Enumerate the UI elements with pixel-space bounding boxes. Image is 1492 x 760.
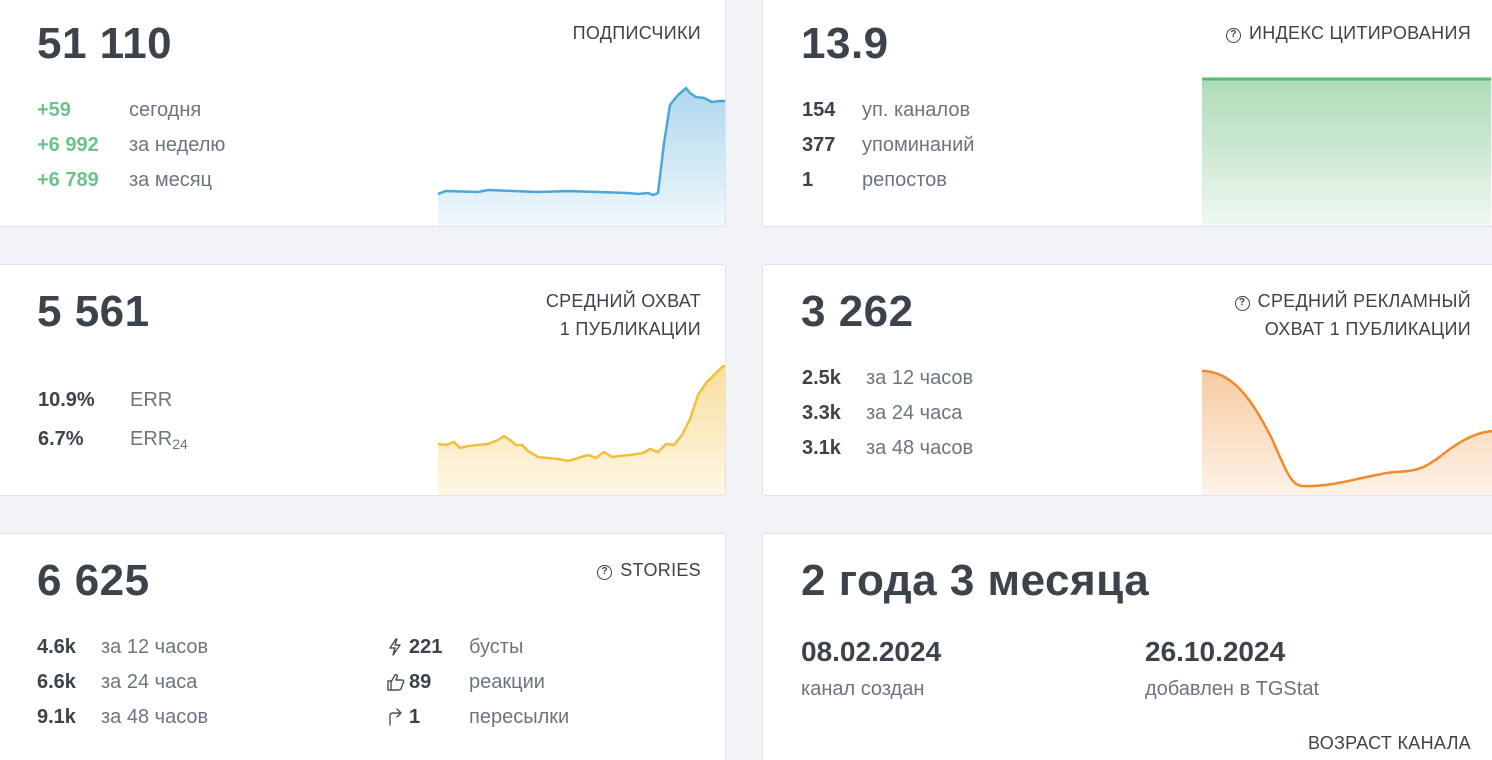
citation-mentions-row: 377 упоминаний	[802, 128, 974, 163]
ad-reach-label: ? СРЕДНИЙ РЕКЛАМНЫЙ ОХВАТ 1 ПУБЛИКАЦИИ	[1234, 287, 1471, 343]
err-row: 10.9% ERR	[38, 383, 172, 418]
stories-24h-row: 6.6k за 24 часа	[37, 665, 197, 700]
citation-channels-value: 154	[802, 99, 836, 121]
thumbs-up-icon	[387, 668, 409, 703]
ad-reach-label-line1: СРЕДНИЙ РЕКЛАМНЫЙ	[1257, 291, 1471, 311]
err24-subscript: 24	[172, 436, 188, 452]
help-icon[interactable]: ?	[1226, 28, 1242, 43]
channel-age-card[interactable]: 2 года 3 месяца 08.02.2024 канал создан …	[762, 533, 1492, 760]
average-reach-label-line2: 1 ПУБЛИКАЦИИ	[559, 319, 701, 339]
subscribers-week-text: за неделю	[129, 134, 226, 156]
citation-sparkline-area	[1202, 79, 1491, 226]
ad-reach-48h-text: за 48 часов	[866, 437, 974, 459]
tgstat-added-date: 26.10.2024	[1145, 636, 1286, 667]
stories-value: 6 625	[37, 556, 150, 605]
average-reach-sparkline-area	[438, 365, 725, 495]
channel-age-label: ВОЗРАСТ КАНАЛА	[1307, 733, 1471, 753]
ad-reach-label-line2: ОХВАТ 1 ПУБЛИКАЦИИ	[1264, 319, 1471, 339]
stories-48h-value: 9.1k	[37, 706, 76, 728]
subscribers-count: 51 110	[37, 19, 173, 68]
stories-boosts-value: 221	[409, 636, 443, 658]
stories-forwards-value: 1	[409, 706, 421, 728]
stories-48h-row: 9.1k за 48 часов	[37, 700, 208, 735]
citation-reposts-value: 1	[802, 169, 814, 191]
citation-mentions-value: 377	[802, 134, 836, 156]
ad-reach-sparkline-line	[1202, 369, 1492, 488]
stories-label-text: STORIES	[620, 560, 701, 580]
citation-channels-text: уп. каналов	[862, 99, 971, 121]
subscribers-month-row: +6 789 за месяц	[37, 163, 212, 198]
ad-reach-value: 3 262	[801, 287, 914, 336]
channel-age-value: 2 года 3 месяца	[801, 556, 1150, 605]
subscribers-sparkline	[438, 86, 725, 226]
ad-reach-12h-row: 2.5k за 12 часов	[802, 361, 973, 396]
ad-reach-24h-row: 3.3k за 24 часа	[802, 396, 962, 431]
stories-forwards-text: пересылки	[469, 706, 570, 728]
subscribers-sparkline-line	[438, 86, 725, 197]
stories-12h-value: 4.6k	[37, 636, 76, 658]
citation-channels-row: 154 уп. каналов	[802, 93, 970, 128]
stories-reactions-text: реакции	[469, 671, 545, 693]
average-reach-card[interactable]: 5 561 СРЕДНИЙ ОХВАТ 1 ПУБЛИКАЦИИ 10.9% ER…	[0, 264, 726, 496]
subscribers-sparkline-area	[438, 88, 725, 226]
subscribers-month-value: +6 789	[37, 169, 99, 191]
stories-card[interactable]: 6 625 ? STORIES 4.6k за 12 часов 6.6k за 24…	[0, 533, 726, 760]
err-value: 10.9%	[38, 389, 95, 411]
subscribers-card[interactable]: 51 110 ПОДПИСЧИКИ +59 сегодня +6 992 за не…	[0, 0, 726, 227]
subscribers-week-value: +6 992	[37, 134, 99, 156]
stories-forwards-row: 1 пересылки	[387, 700, 569, 735]
stories-reactions-value: 89	[409, 671, 432, 693]
subscribers-label: ПОДПИСЧИКИ	[572, 23, 701, 43]
forward-arrow-icon	[387, 703, 409, 738]
ad-reach-48h-row: 3.1k за 48 часов	[802, 431, 973, 466]
subscribers-today-value: +59	[37, 99, 71, 121]
stories-boosts-row: 221 бусты	[387, 630, 523, 665]
citation-mentions-text: упоминаний	[862, 134, 975, 156]
tgstat-added-label: добавлен в TGStat	[1145, 678, 1320, 700]
average-reach-label-line1: СРЕДНИЙ ОХВАТ	[545, 291, 701, 311]
ad-reach-card[interactable]: 3 262 ? СРЕДНИЙ РЕКЛАМНЫЙ ОХВАТ 1 ПУБЛИКА…	[762, 264, 1492, 496]
subscribers-today-row: +59 сегодня	[37, 93, 201, 128]
subscribers-today-text: сегодня	[129, 99, 202, 121]
citation-sparkline	[1202, 77, 1491, 226]
citation-index-value: 13.9	[801, 19, 889, 68]
subscribers-month-text: за месяц	[129, 169, 213, 191]
err24-text: ERR24	[130, 428, 188, 452]
err-text: ERR	[130, 389, 173, 411]
ad-reach-sparkline	[1202, 369, 1492, 495]
stories-24h-value: 6.6k	[37, 671, 76, 693]
ad-reach-12h-text: за 12 часов	[866, 367, 974, 389]
citation-label-text: ИНДЕКС ЦИТИРОВАНИЯ	[1249, 23, 1471, 43]
stories-boosts-text: бусты	[469, 636, 524, 658]
lightning-icon	[387, 633, 409, 668]
subscribers-week-row: +6 992 за неделю	[37, 128, 225, 163]
channel-created-date: 08.02.2024	[801, 636, 942, 667]
stories-label: ? STORIES	[597, 556, 701, 584]
citation-reposts-text: репостов	[862, 169, 947, 191]
citation-card[interactable]: 13.9 ? ИНДЕКС ЦИТИРОВАНИЯ 154 уп. каналов …	[762, 0, 1492, 227]
citation-label: ? ИНДЕКС ЦИТИРОВАНИЯ	[1226, 19, 1471, 47]
average-reach-label: СРЕДНИЙ ОХВАТ 1 ПУБЛИКАЦИИ	[546, 287, 701, 343]
average-reach-value: 5 561	[37, 287, 150, 336]
stories-24h-text: за 24 часа	[101, 671, 198, 693]
stories-48h-text: за 48 часов	[101, 706, 209, 728]
help-icon[interactable]: ?	[597, 565, 613, 580]
err24-value: 6.7%	[38, 428, 84, 450]
ad-reach-24h-text: за 24 часа	[866, 402, 963, 424]
ad-reach-24h-value: 3.3k	[802, 402, 841, 424]
average-reach-sparkline	[438, 365, 725, 495]
average-reach-sparkline-line	[438, 365, 725, 463]
ad-reach-sparkline-area	[1202, 371, 1492, 495]
help-icon[interactable]: ?	[1234, 296, 1250, 311]
citation-reposts-row: 1 репостов	[802, 163, 947, 198]
ad-reach-12h-value: 2.5k	[802, 367, 841, 389]
stories-12h-row: 4.6k за 12 часов	[37, 630, 208, 665]
stories-12h-text: за 12 часов	[101, 636, 209, 658]
channel-created-label: канал создан	[801, 678, 925, 700]
err24-row: 6.7% ERR24	[38, 422, 188, 457]
stories-reactions-row: 89 реакции	[387, 665, 545, 700]
ad-reach-48h-value: 3.1k	[802, 437, 841, 459]
